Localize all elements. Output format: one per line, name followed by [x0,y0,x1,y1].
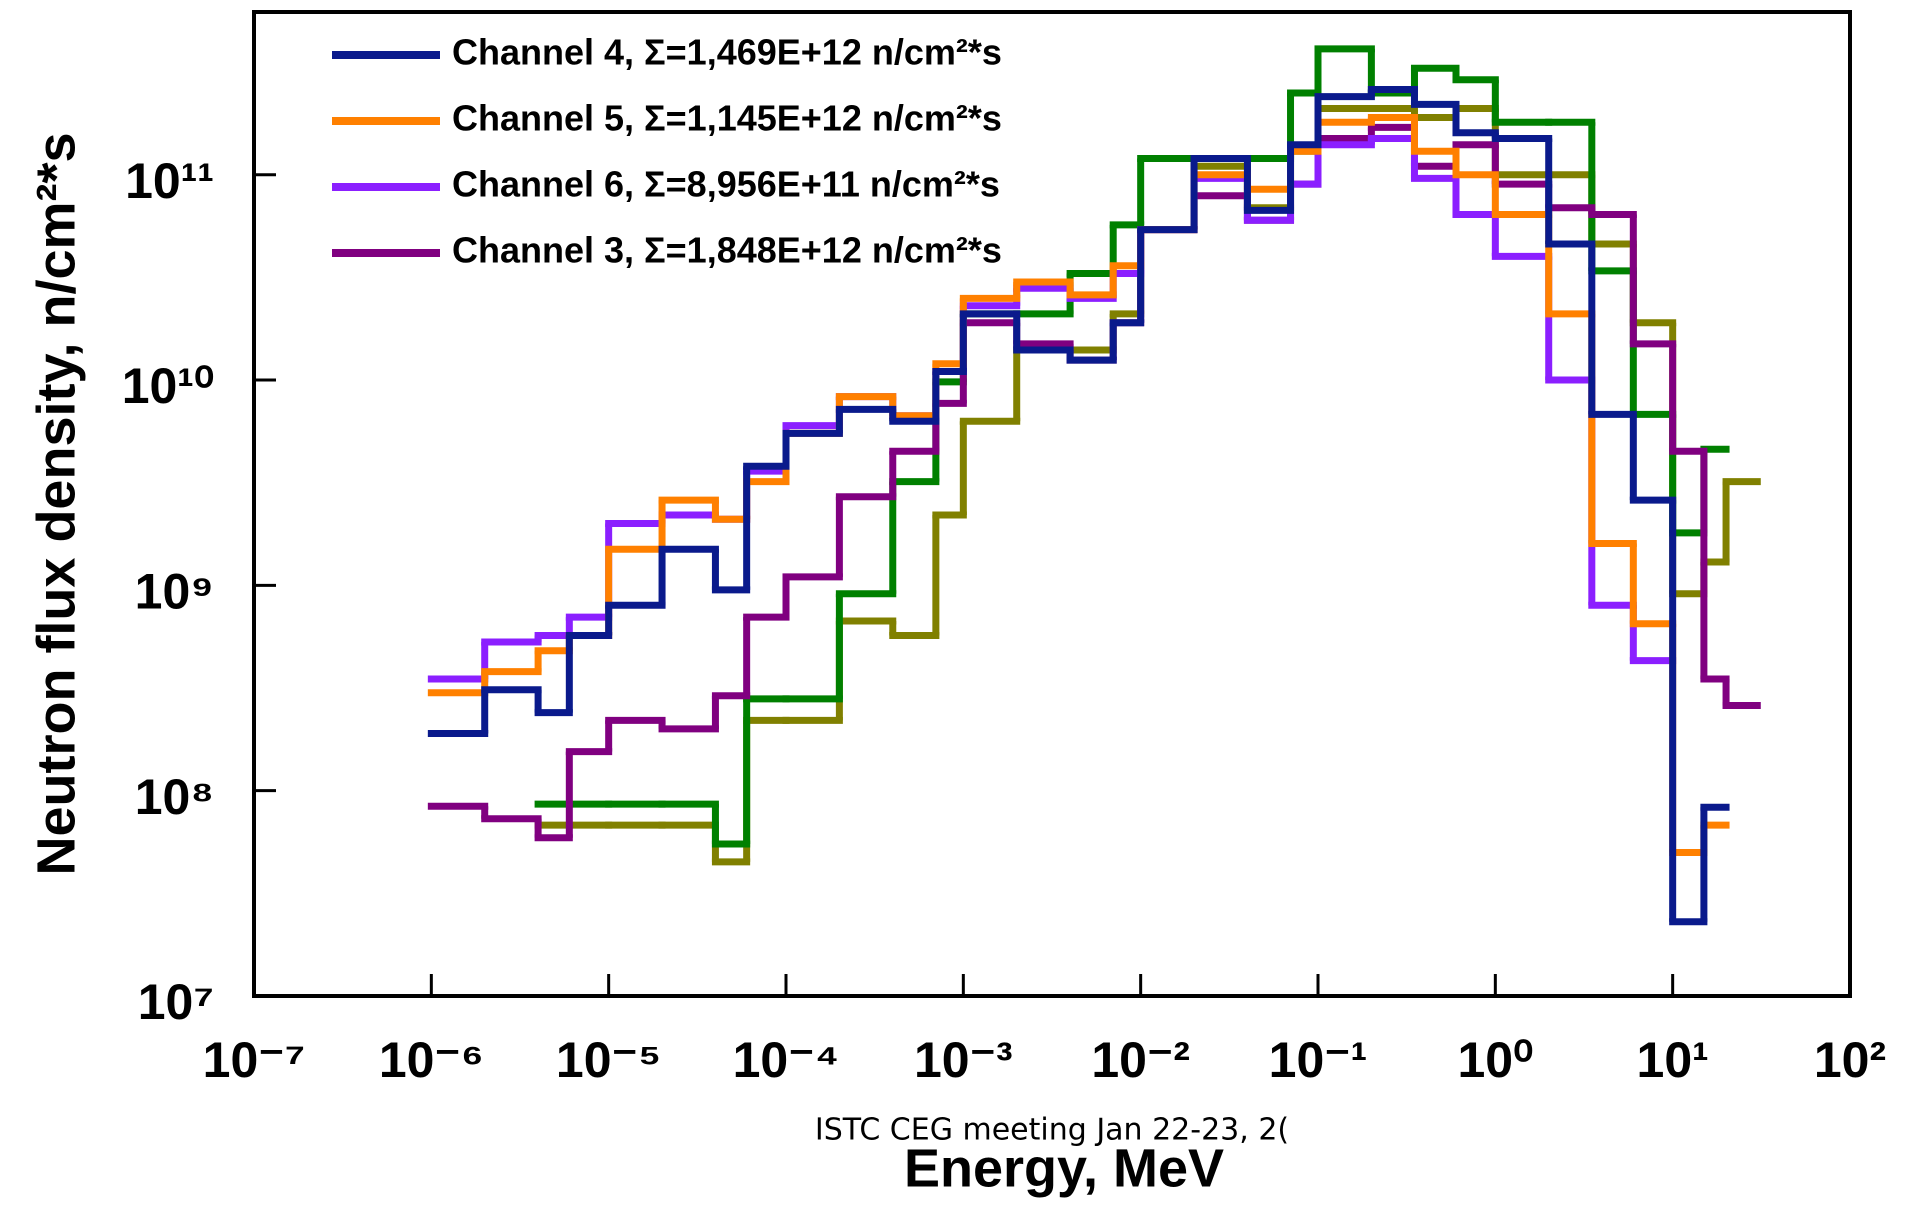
y-tick-label: 10⁷ [138,974,214,1030]
x-tick-label: 10⁻⁶ [379,1032,484,1088]
legend-text: Channel 5, Σ=1,145E+12 n/cm²*s [452,98,1002,139]
legend-text: Channel 4, Σ=1,469E+12 n/cm²*s [452,32,1002,73]
x-tick-label: 10⁻¹ [1269,1032,1368,1088]
legend-text: Channel 3, Σ=1,848E+12 n/cm²*s [452,230,1002,271]
x-tick-label: 10⁻³ [914,1032,1013,1088]
x-tick-label: 10⁻² [1091,1032,1190,1088]
x-tick-label: 10⁰ [1457,1032,1533,1088]
y-tick-label: 10¹¹ [125,153,214,209]
legend-text: Channel 6, Σ=8,956E+11 n/cm²*s [452,164,1000,205]
x-tick-label: 10¹ [1637,1032,1709,1088]
x-tick-label: 10⁻⁴ [733,1032,840,1088]
y-axis-label: Neutron flux density, n/cm²*s [26,132,86,875]
plot-frame [252,10,1852,998]
x-tick-label: 10⁻⁷ [203,1032,306,1088]
x-axis-label: Energy, MeV [904,1138,1224,1198]
y-tick-label: 10¹⁰ [122,358,214,414]
y-tick-label: 10⁹ [135,564,214,620]
footer: ISTC CEG meeting Jan 22-23, 2( [815,1113,1289,1148]
x-tick-label: 10² [1814,1032,1886,1088]
x-tick-label: 10⁻⁵ [556,1032,662,1088]
y-tick-label: 10⁸ [135,769,214,825]
